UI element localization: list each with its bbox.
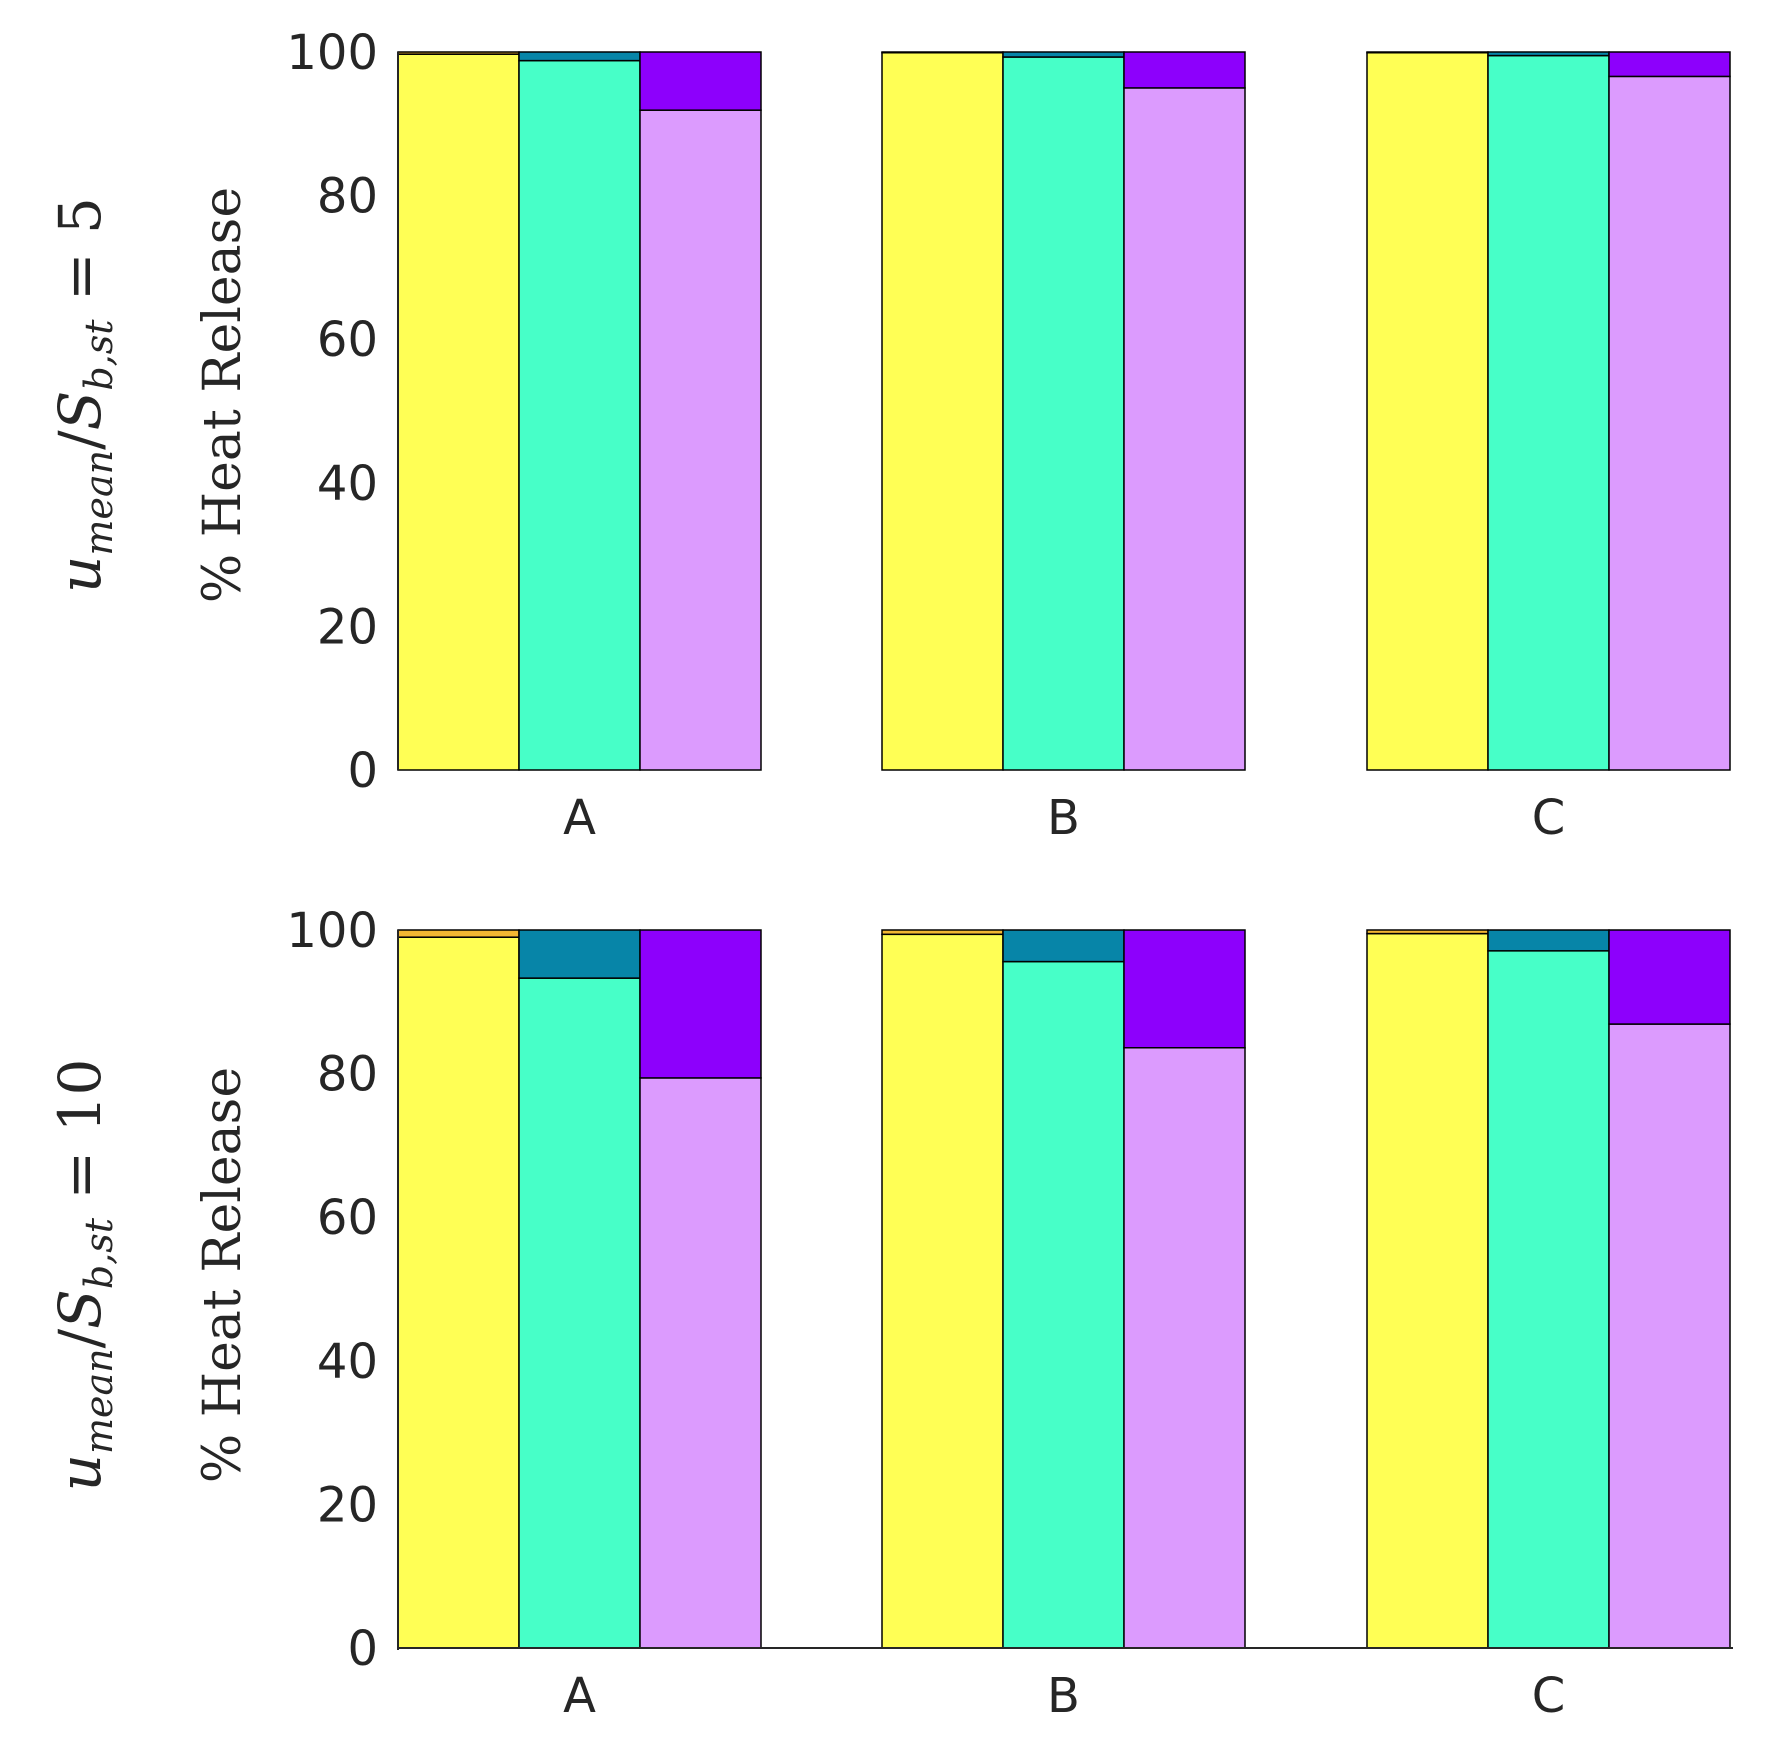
bar-segment-lower — [397, 936, 520, 1649]
bar-segment-upper — [881, 51, 1004, 54]
y-tick-label: 20 — [317, 599, 378, 655]
bar-segment-lower — [1123, 1047, 1246, 1649]
y-tick-label: 100 — [286, 25, 378, 81]
bar-segment-lower — [397, 53, 520, 771]
bar-segment-upper — [639, 929, 762, 1079]
top-row-label: umean/Sb,st = 5 — [46, 197, 121, 593]
bar-segment-lower — [518, 59, 641, 771]
y-tick-label: 0 — [347, 1621, 378, 1677]
bar-segment-lower — [1366, 51, 1489, 771]
bar-segment-upper — [1608, 51, 1731, 78]
bar-segment-lower — [1608, 75, 1731, 771]
bar-segment-lower — [881, 51, 1004, 771]
x-category-label: B — [1047, 1668, 1080, 1724]
y-tick-label: 80 — [317, 1047, 378, 1103]
y-tick-label: 100 — [286, 903, 378, 959]
y-tick-label: 80 — [317, 169, 378, 225]
top-x-categories: A B C — [563, 790, 1565, 846]
y-tick-label: 60 — [317, 312, 378, 368]
top-y-axis-label: % Heat Release — [193, 187, 253, 603]
bar-segment-lower — [1608, 1023, 1731, 1649]
bar-segment-upper — [1608, 929, 1731, 1025]
bar-segment-upper — [518, 929, 641, 979]
bar-segment-lower — [639, 1077, 762, 1649]
bar-segment-lower — [881, 933, 1004, 1649]
x-category-label: C — [1532, 790, 1566, 846]
y-tick-label: 60 — [317, 1190, 378, 1246]
y-tick-label: 20 — [317, 1477, 378, 1533]
bar-segment-upper — [639, 51, 762, 111]
y-tick-label: 40 — [317, 1334, 378, 1390]
bar-segment-lower — [1366, 932, 1489, 1649]
bar-segment-lower — [639, 109, 762, 771]
bar-segment-upper — [1487, 929, 1610, 952]
x-category-label: A — [563, 790, 596, 846]
bar-segment-lower — [1487, 950, 1610, 1649]
bar-segment-lower — [518, 977, 641, 1649]
bar-segment-upper — [1487, 51, 1610, 57]
y-tick-label: 40 — [317, 456, 378, 512]
bottom-y-ticks: 0 20 40 60 80 100 — [286, 903, 378, 1677]
bar-segment-lower — [1002, 56, 1125, 771]
top-panel: umean/Sb,st = 5 % Heat Release 0 20 40 60 80… — [46, 25, 1731, 846]
bottom-bars — [397, 929, 1731, 1649]
bar-segment-upper — [518, 51, 641, 62]
bottom-row-label: umean/Sb,st = 10 — [46, 1059, 121, 1492]
bar-segment-upper — [1366, 51, 1489, 54]
bar-segment-upper — [397, 51, 520, 55]
bar-segment-lower — [1487, 54, 1610, 771]
bar-segment-upper — [1002, 929, 1125, 963]
y-tick-label: 0 — [347, 743, 378, 799]
bar-segment-upper — [1123, 929, 1246, 1049]
x-category-label: B — [1047, 790, 1080, 846]
bar-segment-upper — [397, 929, 520, 938]
bottom-panel: umean/Sb,st = 10 % Heat Release 0 20 40 60 8… — [46, 903, 1733, 1724]
bar-segment-lower — [1002, 960, 1125, 1649]
x-category-label: C — [1532, 1668, 1566, 1724]
bottom-x-categories: A B C — [563, 1668, 1565, 1724]
bar-segment-lower — [1123, 87, 1246, 771]
top-bars — [397, 51, 1731, 771]
bar-segment-upper — [1366, 929, 1489, 935]
bar-segment-upper — [881, 929, 1004, 936]
bar-segment-upper — [1002, 51, 1125, 58]
top-y-ticks: 0 20 40 60 80 100 — [286, 25, 378, 799]
bar-segment-upper — [1123, 51, 1246, 89]
x-category-label: A — [563, 1668, 596, 1724]
bottom-y-axis-label: % Heat Release — [193, 1067, 253, 1483]
